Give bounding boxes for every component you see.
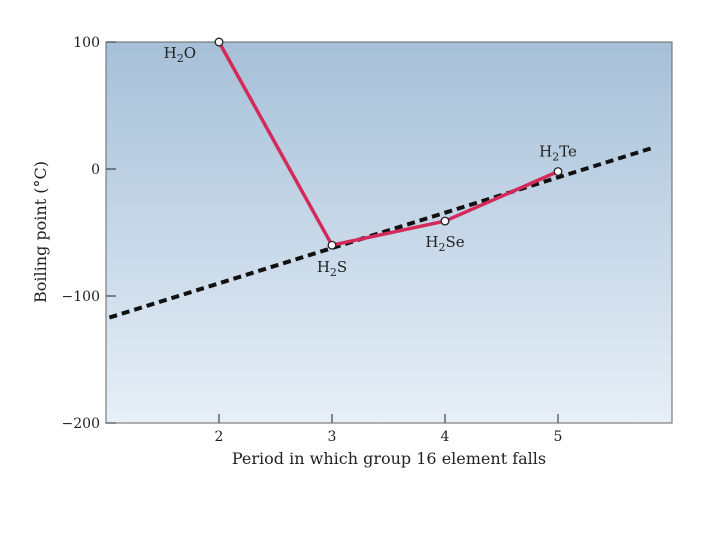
x-tick-label-5: 5 <box>554 429 563 445</box>
y-axis-title: Boiling point (°C) <box>31 161 50 303</box>
y-tick-label-2: −100 <box>62 289 100 305</box>
y-axis-ticks: 100 0 −100 −200 <box>62 35 116 432</box>
y-tick-label-3: −200 <box>62 416 100 432</box>
point-label-4: H2Se <box>425 233 464 254</box>
point-label-2: H2O <box>164 44 196 65</box>
x-tick-label-4: 4 <box>441 429 450 445</box>
data-point-3 <box>327 240 337 250</box>
y-tick-label-1: 0 <box>91 162 100 178</box>
data-point-5 <box>553 167 563 176</box>
point-label-5: H2Te <box>539 143 577 164</box>
x-axis-ticks: 2 3 4 5 <box>215 414 563 445</box>
y-tick-label-0: 100 <box>73 35 100 51</box>
series-layer <box>108 37 655 320</box>
x-tick-label-3: 3 <box>328 429 337 445</box>
data-point-2 <box>214 37 224 47</box>
x-axis-title: Period in which group 16 element falls <box>232 449 546 468</box>
point-label-3: H2S <box>317 258 347 279</box>
boiling-point-line <box>217 41 559 247</box>
point-labels: H2O H2S H2Se H2Te <box>164 44 577 279</box>
x-tick-label-2: 2 <box>215 429 224 445</box>
data-point-4 <box>440 216 450 226</box>
trend-line-dashed <box>108 145 655 320</box>
